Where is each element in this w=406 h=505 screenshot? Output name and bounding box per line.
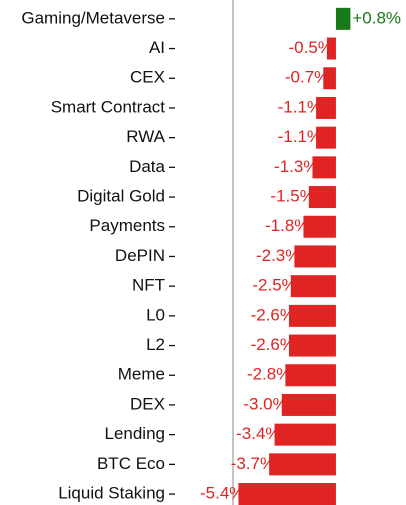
value-label: -1.5% (270, 187, 314, 206)
value-label: +0.8% (352, 8, 401, 27)
bar (335, 7, 351, 30)
y-tick-label: DePIN (115, 246, 165, 265)
y-tick-label: Payments (89, 216, 165, 235)
value-label: -0.7% (285, 68, 329, 87)
bar (290, 275, 336, 298)
y-tick-label: AI (149, 38, 165, 57)
bar (281, 393, 336, 416)
value-label: -2.5% (252, 276, 296, 295)
bar (312, 156, 336, 179)
y-tick-label: Gaming/Metaverse (21, 8, 165, 27)
value-label: -2.3% (256, 246, 300, 265)
bar (303, 215, 336, 238)
value-label: -1.8% (265, 216, 309, 235)
bar (285, 364, 336, 387)
y-tick-label: Data (129, 157, 165, 176)
value-label: -1.1% (278, 97, 322, 116)
value-label: -2.8% (247, 365, 291, 384)
y-tick-label: L0 (146, 305, 165, 324)
value-label: -0.5% (288, 38, 332, 57)
bar (308, 186, 336, 209)
value-label: -3.4% (236, 424, 280, 443)
y-tick-label: CEX (130, 68, 165, 87)
value-label: -2.6% (251, 335, 295, 354)
value-label: -2.6% (251, 305, 295, 324)
y-tick-label: Liquid Staking (58, 484, 165, 503)
bar (269, 453, 336, 476)
bar (274, 423, 336, 446)
bar (326, 37, 336, 60)
bar (316, 126, 336, 149)
y-tick-label: Digital Gold (77, 187, 165, 206)
y-tick-label: DEX (130, 394, 165, 413)
value-label: -1.1% (278, 127, 322, 146)
y-tick-label: NFT (132, 276, 165, 295)
y-tick-label: BTC Eco (97, 454, 165, 473)
bar (288, 334, 336, 357)
y-tick-label: RWA (126, 127, 165, 146)
y-tick-label: Smart Contract (51, 97, 166, 116)
y-tick-label: Lending (104, 424, 165, 443)
y-tick-label: L2 (146, 335, 165, 354)
bar (288, 304, 336, 327)
value-label: -5.4% (200, 484, 244, 503)
bar (323, 67, 336, 90)
y-tick-label: Meme (118, 365, 165, 384)
value-label: -1.3% (274, 157, 318, 176)
bar (316, 96, 336, 119)
value-label: -3.7% (231, 454, 275, 473)
value-label: -3.0% (243, 394, 287, 413)
bar (294, 245, 336, 268)
bar (238, 483, 336, 505)
